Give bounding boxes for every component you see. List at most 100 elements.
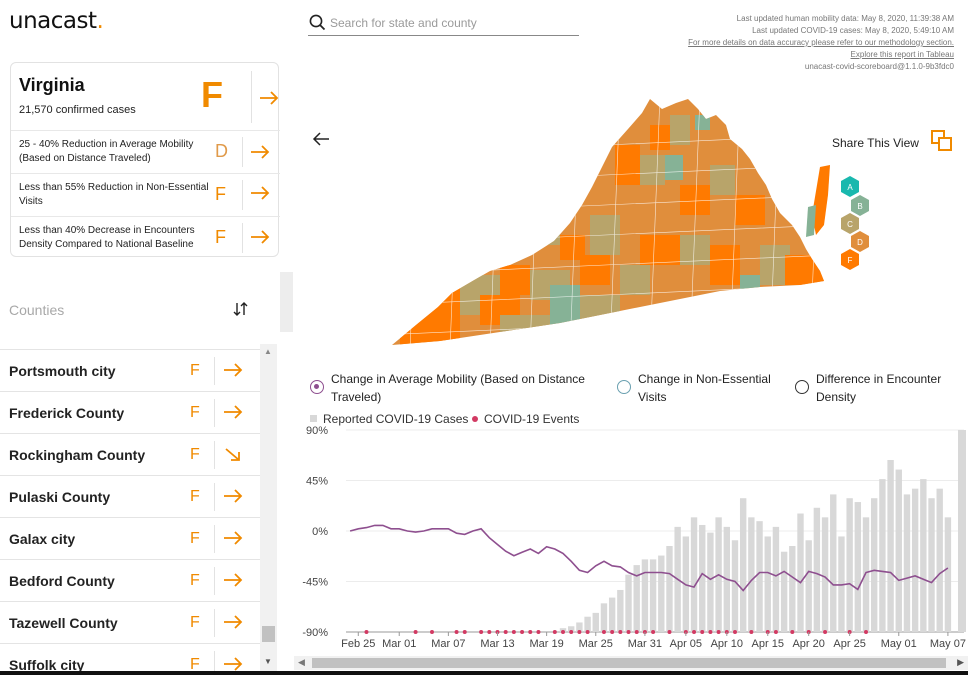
trend-right-arrow-icon[interactable]: [250, 186, 270, 200]
case-bar[interactable]: [928, 498, 935, 632]
event-dot[interactable]: [413, 630, 418, 634]
trend-right-arrow-icon[interactable]: [223, 656, 243, 673]
share-icon[interactable]: [931, 130, 953, 152]
case-bar[interactable]: [641, 559, 649, 632]
event-dot[interactable]: [773, 630, 778, 634]
case-bar[interactable]: [617, 589, 624, 632]
case-bar[interactable]: [633, 565, 640, 632]
event-dot[interactable]: [708, 630, 713, 634]
case-bar[interactable]: [854, 502, 862, 632]
event-dot[interactable]: [511, 630, 516, 634]
metric-average-mobility[interactable]: 25 - 40% Reduction in Average Mobility (…: [11, 131, 280, 174]
mobility-chart[interactable]: 90% 45% 0% -45% -90% Feb 25 Mar 01 Mar 07 Mar 13…: [294, 424, 968, 654]
case-bar[interactable]: [780, 551, 788, 632]
case-bar[interactable]: [649, 559, 657, 632]
event-dot[interactable]: [552, 630, 557, 634]
event-dot[interactable]: [626, 630, 631, 634]
case-bar[interactable]: [903, 494, 911, 632]
search-icon[interactable]: [309, 14, 326, 32]
case-bar[interactable]: [568, 626, 575, 632]
virginia-county-map[interactable]: [380, 95, 830, 350]
unacast-logo[interactable]: unacast.: [9, 8, 104, 34]
event-dot[interactable]: [577, 630, 582, 634]
search-input[interactable]: [330, 14, 575, 32]
scroll-left-icon[interactable]: ◀: [298, 657, 305, 667]
case-bar[interactable]: [887, 460, 894, 632]
event-dot[interactable]: [585, 630, 590, 634]
event-dot[interactable]: [561, 630, 566, 634]
case-bar[interactable]: [830, 494, 837, 632]
case-bar[interactable]: [666, 546, 673, 632]
event-dot[interactable]: [864, 630, 869, 634]
trend-right-arrow-icon[interactable]: [223, 488, 243, 505]
case-bar[interactable]: [625, 574, 632, 632]
county-row[interactable]: Rockingham County F: [0, 434, 260, 476]
case-bar[interactable]: [748, 517, 755, 632]
case-bar[interactable]: [592, 612, 599, 632]
trend-right-arrow-icon[interactable]: [223, 404, 243, 421]
sort-icon[interactable]: [233, 300, 249, 318]
case-bar[interactable]: [764, 536, 771, 632]
county-row[interactable]: Bedford County F: [0, 560, 260, 602]
case-bar[interactable]: [911, 488, 919, 632]
county-row[interactable]: Pulaski County F: [0, 476, 260, 518]
case-bar[interactable]: [707, 532, 714, 632]
county-list-scrollbar[interactable]: ▲ ▼: [260, 344, 277, 675]
event-dot[interactable]: [610, 630, 615, 634]
scroll-down-icon[interactable]: ▼: [264, 657, 272, 666]
county-row[interactable]: Frederick County F: [0, 392, 260, 434]
case-bar[interactable]: [895, 469, 902, 632]
event-dot[interactable]: [528, 630, 533, 634]
event-dot[interactable]: [429, 630, 434, 634]
back-arrow-icon[interactable]: [312, 131, 330, 147]
tableau-link[interactable]: Explore this report in Tableau: [850, 50, 954, 59]
event-dot[interactable]: [634, 630, 639, 634]
event-dot[interactable]: [651, 630, 656, 634]
event-dot[interactable]: [536, 630, 541, 634]
methodology-link[interactable]: For more details on data accuracy please…: [688, 38, 954, 47]
case-bar[interactable]: [862, 517, 870, 632]
trend-right-arrow-icon[interactable]: [223, 572, 243, 589]
eastern-shore-region[interactable]: [812, 165, 830, 235]
eastern-shore-county[interactable]: [806, 205, 816, 237]
county-row[interactable]: Portsmouth city F: [0, 350, 260, 392]
event-dot[interactable]: [364, 630, 369, 634]
event-dot[interactable]: [454, 630, 459, 634]
case-bar[interactable]: [739, 498, 747, 632]
radio-icon[interactable]: [617, 380, 631, 394]
event-dot[interactable]: [692, 630, 697, 634]
event-dot[interactable]: [716, 630, 721, 634]
case-bar[interactable]: [846, 498, 853, 632]
metric-non-essential-visits[interactable]: Less than 55% Reduction in Non-Essential…: [11, 174, 280, 217]
event-dot[interactable]: [569, 630, 574, 634]
county-row[interactable]: Galax city F: [0, 518, 260, 560]
event-dot[interactable]: [732, 630, 737, 634]
share-view-label[interactable]: Share This View: [832, 136, 919, 150]
trend-right-arrow-icon[interactable]: [259, 91, 279, 105]
trend-right-arrow-icon[interactable]: [223, 530, 243, 547]
metric-encounters-density[interactable]: Less than 40% Decrease in Encounters Den…: [11, 217, 280, 260]
case-bar[interactable]: [789, 546, 796, 632]
chart-horizontal-scrollbar[interactable]: ◀ ▶: [294, 656, 968, 670]
case-bar[interactable]: [690, 517, 698, 632]
case-bar[interactable]: [584, 616, 591, 632]
trend-down-right-arrow-icon[interactable]: [223, 446, 243, 463]
case-bar[interactable]: [658, 555, 665, 632]
case-bar[interactable]: [797, 513, 804, 632]
trend-right-arrow-icon[interactable]: [223, 614, 243, 631]
event-dot[interactable]: [487, 630, 492, 634]
county-row[interactable]: Suffolk city F: [0, 644, 260, 675]
case-bar[interactable]: [821, 517, 829, 632]
case-bar[interactable]: [958, 430, 966, 632]
case-bar[interactable]: [879, 479, 886, 632]
case-bar[interactable]: [936, 488, 943, 632]
event-dot[interactable]: [601, 630, 606, 634]
scroll-up-icon[interactable]: ▲: [264, 347, 272, 356]
trend-right-arrow-icon[interactable]: [250, 145, 270, 159]
county-row[interactable]: Tazewell County F: [0, 602, 260, 644]
trend-right-arrow-icon[interactable]: [250, 230, 270, 244]
scroll-right-icon[interactable]: ▶: [957, 657, 964, 667]
case-bar[interactable]: [944, 517, 952, 632]
case-bar[interactable]: [920, 479, 927, 632]
event-dot[interactable]: [700, 630, 705, 634]
